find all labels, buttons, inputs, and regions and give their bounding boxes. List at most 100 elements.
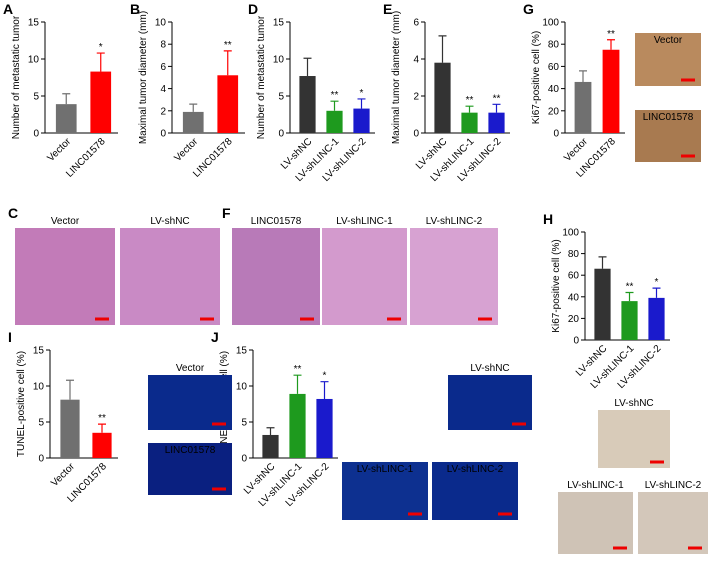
y-tick-label: 80: [548, 40, 560, 51]
y-tick-label: 5: [241, 418, 247, 429]
y-tick-label: 0: [241, 454, 247, 465]
micrograph: [322, 228, 407, 325]
panel-letter: C: [8, 205, 18, 221]
y-tick-label: 5: [278, 92, 284, 103]
micrograph: [15, 228, 115, 325]
image-caption: LINC01578: [251, 216, 302, 227]
error-bar: [98, 423, 106, 433]
error-bar: [66, 379, 74, 400]
panel-letter: G: [523, 1, 534, 17]
micrograph: [448, 375, 532, 430]
significance: *: [323, 371, 327, 382]
micrograph: [635, 33, 701, 86]
y-tick-label: 20: [548, 106, 560, 117]
y-tick-label: 5: [33, 92, 39, 103]
y-tick-label: 40: [548, 84, 560, 95]
panel-letter: B: [130, 1, 140, 17]
micrograph: [148, 375, 232, 430]
significance: *: [99, 42, 103, 53]
bar: [461, 112, 478, 133]
bar: [353, 108, 370, 133]
micrograph: [638, 492, 708, 554]
bar: [602, 49, 620, 133]
y-tick-label: 0: [553, 129, 559, 140]
error-bar: [303, 57, 312, 77]
y-tick-label: 2: [160, 106, 166, 117]
image-caption: LV-shLINC-1: [357, 464, 414, 475]
bar: [217, 75, 239, 133]
error-bar: [607, 39, 615, 50]
error-bar: [293, 374, 302, 394]
error-bar: [438, 35, 447, 63]
y-tick-label: 15: [273, 18, 285, 29]
error-bar: [357, 98, 366, 109]
y-tick-label: 4: [413, 55, 419, 66]
y-axis-label: Ki67-positive cell (%): [551, 239, 562, 332]
panel-letter: F: [222, 205, 231, 221]
significance: **: [493, 93, 501, 104]
micrograph: [148, 443, 232, 495]
y-tick-label: 40: [568, 292, 580, 303]
image-caption: LV-shNC: [150, 216, 189, 227]
y-axis-label: Maximal tumor diameter (mm): [391, 11, 402, 144]
bar: [60, 399, 80, 458]
micrograph: [558, 492, 633, 554]
image-caption: Vector: [51, 216, 80, 227]
y-tick-label: 6: [413, 18, 419, 29]
significance: **: [626, 281, 634, 292]
x-tick-label: Vector: [172, 136, 200, 164]
image-caption: Vector: [176, 363, 205, 374]
panel-letter: A: [3, 1, 13, 17]
y-axis-label: Number of metastatic tumor: [11, 15, 22, 139]
image-caption: LV-shLINC-2: [447, 464, 504, 475]
bar: [182, 111, 204, 133]
y-tick-label: 4: [160, 84, 166, 95]
micrograph: [232, 228, 320, 325]
error-bar: [62, 93, 71, 105]
error-bar: [652, 287, 661, 298]
panel-letter: H: [543, 211, 553, 227]
y-tick-label: 100: [542, 18, 559, 29]
image-caption: LV-shNC: [614, 398, 653, 409]
bar: [289, 393, 306, 458]
y-tick-label: 0: [160, 129, 166, 140]
bar: [299, 76, 316, 133]
error-bar: [330, 100, 339, 111]
error-bar: [598, 256, 607, 269]
y-axis-label: Number of metastatic tumor: [256, 15, 267, 139]
micrograph: [120, 228, 220, 325]
y-tick-label: 5: [38, 418, 44, 429]
y-tick-label: 10: [28, 55, 40, 66]
error-bar: [625, 291, 634, 302]
significance: **: [466, 95, 474, 106]
image-caption: LINC01578: [643, 112, 694, 123]
y-axis-label: TUNEL-positive cell (%): [16, 351, 27, 457]
image-caption: LV-shNC: [470, 363, 509, 374]
significance: **: [331, 90, 339, 101]
y-axis-label: Ki67-positive cell (%): [531, 31, 542, 124]
micrograph: [410, 228, 498, 325]
y-tick-label: 15: [33, 346, 45, 357]
y-tick-label: 8: [160, 40, 166, 51]
y-tick-label: 20: [568, 314, 580, 325]
y-tick-label: 10: [155, 18, 167, 29]
image-caption: LV-shLINC-1: [567, 480, 624, 491]
image-caption: LV-shLINC-2: [426, 216, 483, 227]
error-bar: [189, 103, 198, 112]
bar: [488, 112, 505, 133]
error-bar: [320, 381, 329, 399]
image-caption: LV-shLINC-2: [645, 480, 702, 491]
error-bar: [96, 52, 105, 72]
bar: [434, 62, 451, 134]
error-bar: [465, 105, 474, 113]
y-tick-label: 80: [568, 249, 580, 260]
bar: [55, 104, 77, 133]
y-tick-label: 10: [33, 382, 45, 393]
y-tick-label: 10: [273, 55, 285, 66]
bar: [621, 301, 638, 340]
image-caption: LINC01578: [165, 445, 216, 456]
bar: [648, 297, 665, 340]
x-tick-label: Vector: [49, 461, 77, 489]
bar: [594, 268, 611, 340]
